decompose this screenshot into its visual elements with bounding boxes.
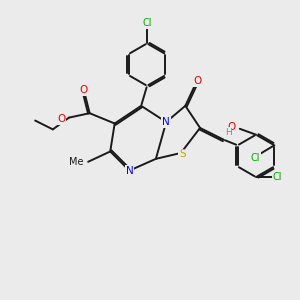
Text: H: H xyxy=(225,128,231,137)
Text: O: O xyxy=(80,85,88,95)
Text: Cl: Cl xyxy=(142,18,152,28)
Text: H: H xyxy=(226,126,232,135)
Text: O: O xyxy=(227,122,236,132)
Text: Cl: Cl xyxy=(250,153,260,163)
Text: O: O xyxy=(57,114,65,124)
Text: N: N xyxy=(125,166,133,176)
Text: N: N xyxy=(162,117,170,127)
Text: Me: Me xyxy=(69,158,84,167)
Text: O: O xyxy=(193,76,201,86)
Text: Cl: Cl xyxy=(273,172,282,182)
Text: S: S xyxy=(179,149,186,159)
